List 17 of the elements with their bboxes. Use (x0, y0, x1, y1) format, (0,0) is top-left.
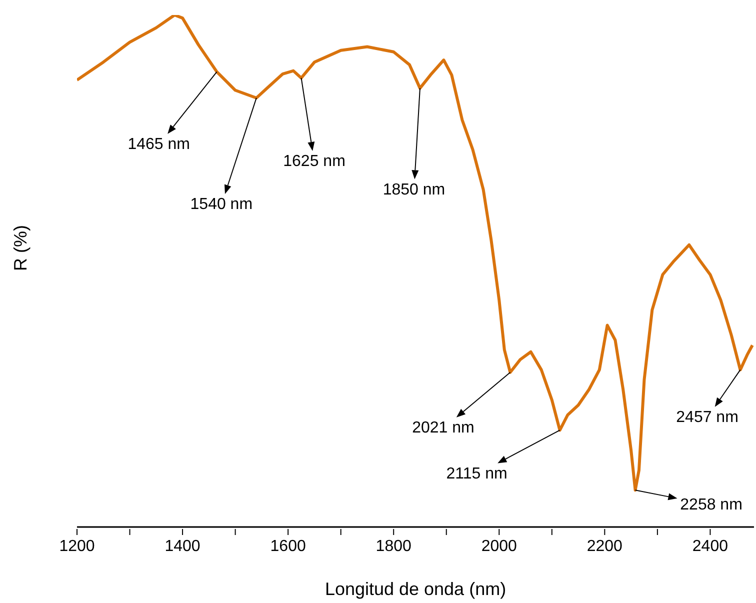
x-tick-label: 1600 (270, 538, 306, 555)
x-tick-label: 2200 (586, 538, 623, 555)
annotation: 2457 nm (676, 409, 738, 426)
annotation: 1540 nm (190, 196, 253, 214)
x-axis-title: Longitud de onda (nm) (324, 579, 506, 599)
x-tick-label: 1200 (59, 538, 95, 555)
annotation: 1625 nm (283, 153, 346, 170)
y-axis-title: R (%) (10, 225, 30, 271)
x-tick-label: 1400 (164, 538, 200, 555)
annotation: 1465 nm (128, 136, 190, 154)
x-tick-label: 1800 (376, 538, 412, 555)
annotation: 2115 nm (446, 465, 508, 482)
annotation: 1850 nm (382, 181, 446, 198)
x-tick-label: 2400 (692, 538, 728, 555)
x-tick-label: 2000 (481, 538, 518, 555)
annotation: 2258 nm (680, 496, 742, 514)
annotation: 2021 nm (412, 420, 474, 437)
